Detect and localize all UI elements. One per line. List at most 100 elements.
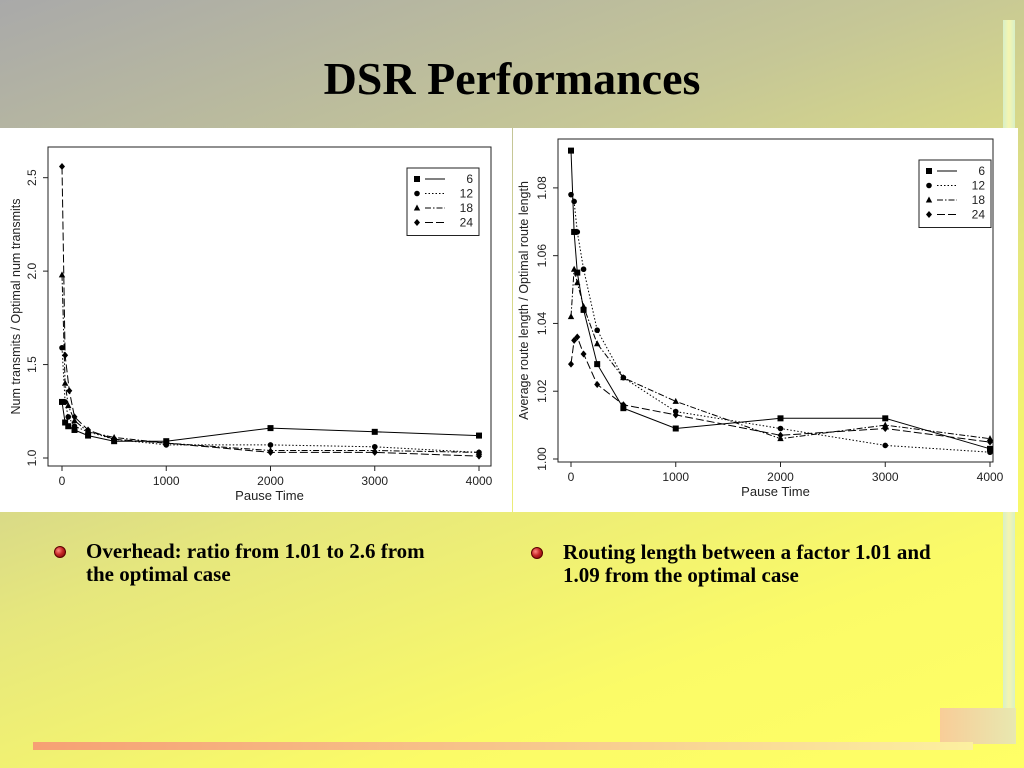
legend-label-6: 6 [978, 164, 985, 178]
bullet-dot-icon [54, 546, 66, 558]
data-point-24 [574, 333, 581, 341]
data-point-12 [594, 327, 600, 334]
data-point-18 [65, 402, 72, 409]
data-point-24 [163, 439, 170, 447]
legend-label-6: 6 [466, 172, 473, 186]
data-point-6 [476, 432, 482, 439]
overhead-chart: 0 1000 2000 3000 4000 1.0 1.5 2.0 2.5 Pause Time N… [9, 146, 493, 503]
data-point-18 [61, 379, 69, 386]
data-point-6 [594, 361, 601, 368]
x-tick-label: 0 [568, 470, 575, 484]
data-point-24 [111, 435, 118, 443]
plot-frame [557, 138, 994, 463]
data-point-24 [571, 336, 578, 344]
y-tick-label: 2.5 [25, 169, 39, 186]
data-point-12 [65, 414, 72, 420]
bullet-overhead: Overhead: ratio from 1.01 to 2.6 from th… [54, 540, 454, 586]
series-line-24 [61, 166, 480, 457]
data-point-12 [987, 449, 993, 456]
data-point-12 [882, 442, 889, 449]
data-point-6 [580, 306, 587, 313]
series-line-6 [61, 401, 480, 442]
data-point-24 [66, 387, 73, 395]
plot-frame [47, 146, 492, 467]
data-point-18 [58, 271, 66, 278]
y-tick-label: 1.00 [535, 447, 549, 471]
data-point-24 [371, 448, 378, 456]
x-tick-label: 2000 [257, 474, 284, 488]
x-tick-label: 4000 [466, 474, 493, 488]
x-tick-label: 1000 [153, 474, 180, 488]
bullet-routing-length: Routing length between a factor 1.01 and… [531, 541, 971, 587]
data-point-24 [987, 438, 993, 446]
data-point-24 [568, 360, 574, 368]
y-tick-label: 1.5 [25, 356, 39, 373]
y-axis-label: Average route length / Optimal route len… [517, 181, 531, 420]
data-point-6 [85, 432, 92, 439]
legend-marker-6 [414, 176, 420, 182]
series-line-24 [570, 336, 991, 443]
x-tick-label: 4000 [977, 470, 1004, 484]
data-point-6 [65, 423, 72, 430]
data-point-12 [371, 443, 378, 450]
data-point-24 [85, 426, 92, 434]
x-tick-label: 3000 [361, 474, 388, 488]
legend-label-24: 24 [972, 208, 986, 222]
data-point-12 [580, 266, 587, 273]
series-line-18 [61, 274, 480, 453]
legend-marker-18 [925, 196, 933, 203]
data-point-24 [594, 380, 601, 388]
decorative-corner-block [940, 708, 1016, 744]
data-point-18 [570, 265, 578, 272]
data-point-6 [568, 147, 574, 154]
data-point-24 [59, 162, 65, 170]
x-tick-label: 2000 [767, 470, 794, 484]
data-point-6 [777, 415, 784, 422]
data-point-6 [672, 425, 679, 432]
data-point-12 [267, 442, 274, 448]
data-point-18 [672, 397, 679, 404]
data-point-12 [71, 423, 78, 430]
data-point-18 [986, 435, 994, 442]
data-point-6 [574, 269, 581, 276]
data-point-6 [371, 428, 378, 435]
route-length-chart: 0 1000 2000 3000 4000 1.00 1.02 1.04 1.06 1.08 Pau… [517, 138, 1004, 499]
series-line-18 [570, 269, 991, 440]
data-point-12 [568, 191, 574, 198]
legend-label-12: 12 [460, 187, 474, 201]
x-axis-label: Pause Time [235, 488, 304, 503]
data-point-24 [580, 350, 587, 358]
data-point-6 [571, 228, 578, 235]
data-point-24 [777, 431, 784, 439]
bullet-dot-icon [531, 547, 543, 559]
x-axis-label: Pause Time [741, 484, 810, 499]
data-point-24 [882, 425, 889, 432]
x-tick-label: 1000 [662, 470, 689, 484]
data-point-6 [71, 426, 78, 433]
data-point-12 [571, 198, 577, 205]
y-tick-label: 2.0 [25, 262, 39, 279]
data-point-24 [476, 452, 482, 460]
data-point-18 [475, 448, 483, 455]
legend-label-12: 12 [972, 179, 986, 193]
data-point-24 [71, 413, 78, 421]
series-line-6 [570, 150, 991, 450]
legend-marker-12 [414, 190, 420, 197]
series-line-12 [61, 347, 480, 453]
data-point-18 [567, 313, 575, 320]
data-point-12 [62, 399, 68, 405]
legend-marker-24 [926, 211, 932, 218]
data-point-18 [620, 374, 627, 381]
data-point-24 [62, 351, 69, 359]
data-point-18 [580, 303, 587, 309]
data-point-12 [574, 229, 581, 235]
y-tick-label: 1.04 [535, 311, 549, 335]
overhead-chart-panel: 0 1000 2000 3000 4000 1.0 1.5 2.0 2.5 Pause Time N… [0, 128, 512, 512]
legend-marker-12 [926, 182, 932, 189]
data-point-18 [593, 340, 601, 347]
y-tick-label: 1.0 [25, 449, 39, 466]
y-axis-label: Num transmits / Optimal num transmits [9, 198, 23, 414]
data-point-6 [882, 415, 889, 422]
data-point-6 [987, 445, 993, 452]
data-point-12 [777, 425, 784, 432]
